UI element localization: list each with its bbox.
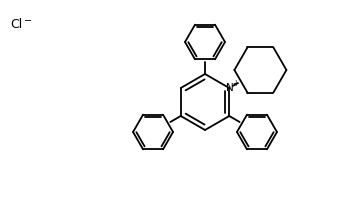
Text: +: + [232, 79, 238, 88]
Text: Cl: Cl [10, 18, 22, 32]
Text: −: − [24, 16, 32, 26]
Text: N: N [226, 83, 234, 93]
